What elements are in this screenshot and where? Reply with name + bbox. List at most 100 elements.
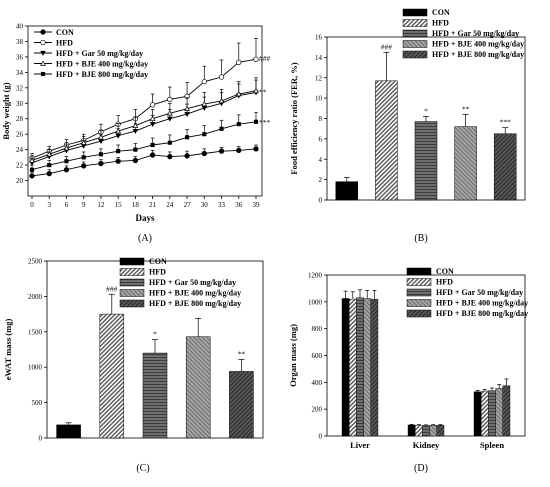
panel-b-y-tick-label: 8	[319, 115, 323, 123]
legend-label: CON	[56, 28, 74, 37]
panel-d-bar	[502, 385, 511, 437]
panel-a-x-tick-label: 27	[184, 201, 192, 209]
panel-d-bar	[407, 424, 416, 437]
panel-d-bar	[429, 425, 438, 437]
panel-a-point	[98, 134, 104, 140]
panel-c-y-label: eWAT mass (mg)	[3, 319, 13, 381]
panel-a-point	[29, 173, 35, 179]
panel-a-point	[167, 116, 173, 122]
panel-c-y-tick-label: 2000	[28, 293, 43, 301]
panel-a-point	[29, 157, 35, 163]
legend-label: HFD + BJE 400 mg/kg/day	[149, 289, 241, 298]
panel-a-annotation: ###	[259, 54, 271, 63]
panel-a-point	[201, 78, 207, 85]
legend-label: CON	[432, 8, 450, 17]
panel-a-x-tick-label: 9	[82, 201, 86, 209]
panel-b-annotation: **	[462, 104, 470, 113]
panel-a-series-line	[31, 121, 257, 171]
panel-a-y-tick-label: 26	[16, 131, 24, 139]
panel-d-bar	[488, 390, 496, 437]
panel-a-point	[149, 115, 156, 121]
panel-a-x-tick-label: 33	[218, 201, 226, 209]
panel-a-point	[115, 128, 122, 134]
panel-a-point	[253, 87, 259, 94]
panel-b-y-tick-label: 12	[315, 74, 323, 82]
legend-swatch	[402, 50, 428, 59]
panel-a-x-tick-label: 24	[166, 201, 174, 209]
panel-a-point	[149, 152, 156, 158]
panel-c-y-tick-label: 1500	[28, 328, 43, 336]
panel-a-series-line	[31, 90, 257, 161]
panel-a-point	[46, 170, 52, 177]
panel-a-point	[235, 90, 242, 97]
panel-d-bar	[363, 298, 372, 437]
panel-c-bar	[99, 313, 125, 439]
panel-b-y-tick-label: 4	[319, 156, 323, 164]
legend-label: HFD + BJE 800 mg/kg/day	[432, 50, 524, 59]
legend-swatch	[406, 278, 432, 286]
panel-b-caption: (B)	[414, 233, 427, 244]
panel-a-point	[219, 126, 224, 131]
legend-label: CON	[149, 257, 167, 266]
legend-swatch	[119, 268, 145, 276]
panel-c-annotation: *	[153, 330, 157, 339]
panel-a-point	[115, 158, 121, 164]
panel-a-x-tick-label: 18	[132, 201, 140, 209]
panel-a-y-tick-label: 38	[16, 38, 24, 46]
panel-a-point	[63, 145, 70, 151]
legend-label: CON	[436, 267, 454, 276]
panel-a-point	[81, 163, 87, 169]
panel-a-point	[80, 139, 87, 145]
panel-a-point	[218, 97, 225, 104]
panel-a-y-tick-label: 22	[16, 162, 24, 170]
panel-a-point	[98, 152, 103, 157]
panel-a-point	[150, 142, 155, 148]
panel-b-y-tick-label: 14	[315, 54, 323, 62]
panel-a-y-tick-label: 28	[16, 115, 24, 123]
panel-d-bar	[349, 298, 357, 437]
panel-d-y-tick-label: 600	[312, 352, 323, 360]
panel-a-x-tick-label: 6	[65, 201, 69, 209]
panel-a-point	[184, 105, 190, 111]
panel-d-bar	[415, 425, 423, 437]
panel-b-bar	[375, 80, 398, 201]
panel-a-x-tick-label: 30	[201, 201, 209, 209]
panel-c-y-tick-label: 500	[32, 399, 43, 407]
legend-swatch	[402, 29, 428, 38]
panel-a-x-tick-label: 12	[97, 201, 105, 209]
legend-marker	[40, 60, 46, 66]
panel-a-y-tick-label: 34	[16, 69, 24, 77]
panel-a-x-tick-label: 0	[30, 201, 34, 209]
panel-c-y-tick-label: 0	[39, 435, 43, 443]
panel-a-point	[98, 160, 104, 167]
panel-a-series-line	[31, 92, 257, 164]
panel-d-category-label: Liver	[350, 440, 370, 450]
panel-a-series-line	[31, 58, 257, 159]
panel-d-bar	[481, 390, 489, 437]
legend-swatch	[402, 8, 428, 17]
panel-c-bar	[185, 336, 211, 439]
panel-a-point	[149, 102, 156, 108]
panel-a-y-tick-label: 24	[16, 146, 24, 154]
panel-a-point	[253, 146, 259, 152]
panel-a-point	[218, 74, 225, 80]
legend-label: HFD	[436, 278, 453, 287]
panel-c-bar	[56, 424, 81, 439]
panel-b-bar	[335, 181, 359, 201]
panel-c-bar	[142, 352, 168, 439]
legend-label: HFD + Gar 50 mg/kg/day	[436, 288, 523, 297]
panel-d-bar-chart: 0 200 400 600 800 1000 1200 Organ mass (mg) Live…	[288, 267, 528, 474]
panel-d-bar	[370, 298, 379, 437]
panel-c-annotation: **	[238, 349, 246, 358]
panel-b-y-tick-label: 16	[315, 34, 323, 42]
legend-label: HFD	[149, 268, 166, 277]
panel-a-point	[64, 159, 69, 164]
panel-d-y-tick-label: 0	[319, 433, 323, 441]
panel-b-annotation: *	[424, 106, 428, 115]
panel-a-y-tick-label: 36	[16, 53, 24, 61]
panel-b-bar	[454, 126, 477, 201]
panel-d-category-label: Spleen	[480, 440, 504, 450]
legend-label: HFD	[56, 39, 73, 48]
panel-d-bar	[341, 298, 350, 437]
